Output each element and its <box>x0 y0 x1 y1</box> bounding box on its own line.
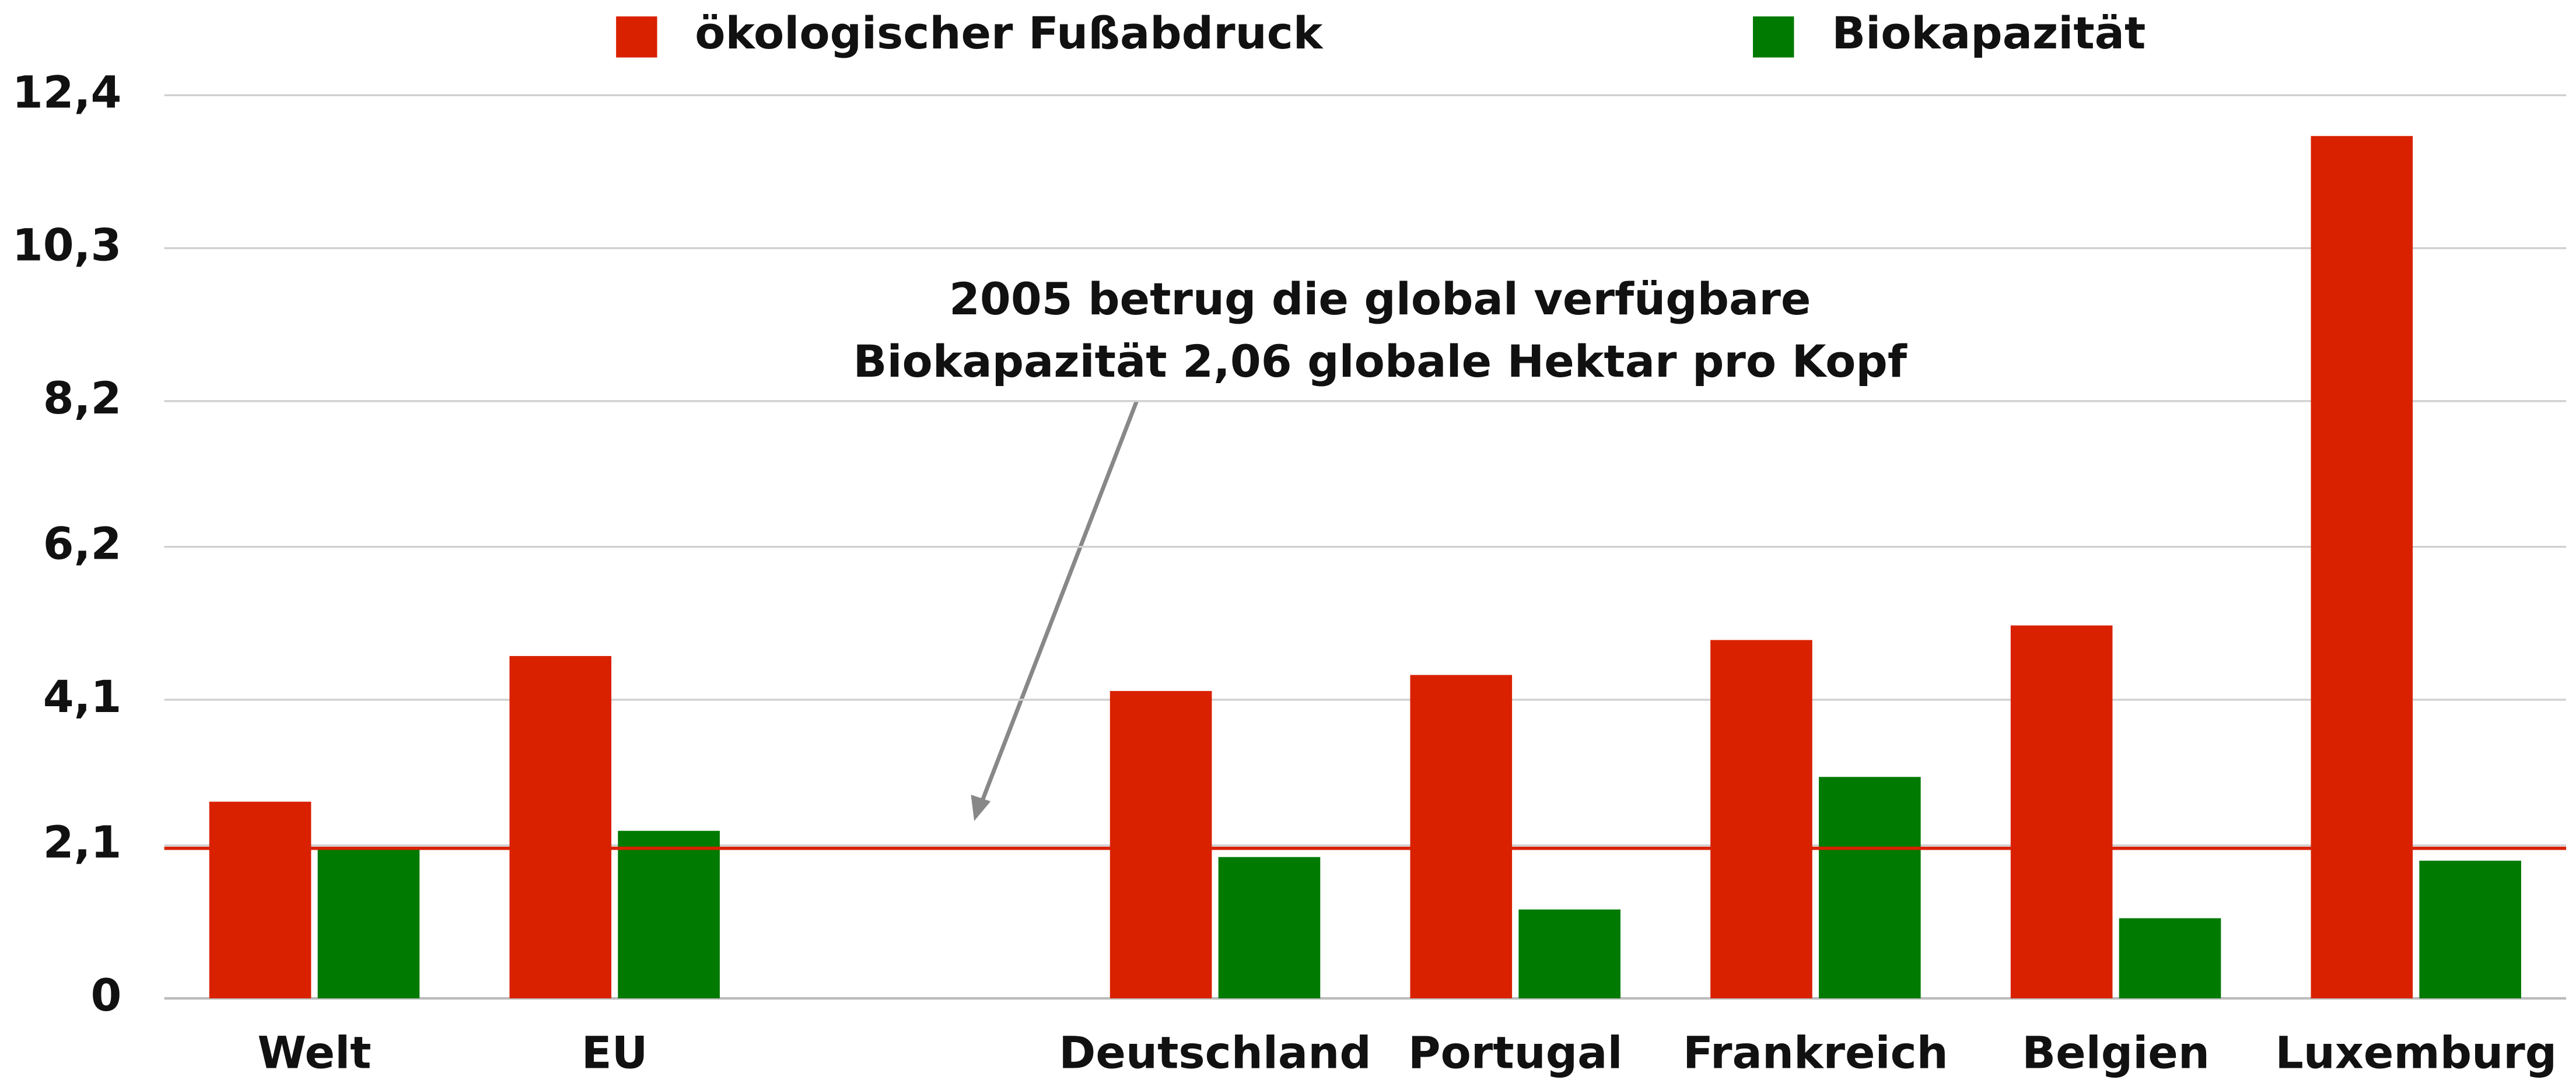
bar <box>509 655 612 998</box>
x-tick-label: Luxemburg <box>2275 1026 2557 1078</box>
annotation: Biokapazität 2,06 globale Hektar pro Kop… <box>853 335 1908 387</box>
x-tick-label: Portugal <box>1408 1026 1623 1078</box>
y-tick-label: 2,1 <box>43 816 122 868</box>
arrow-head <box>971 794 991 821</box>
bar <box>2119 918 2221 998</box>
bar <box>1410 675 1513 998</box>
bar <box>1110 690 1212 998</box>
bar <box>1518 909 1620 998</box>
y-tick-label: 10,3 <box>12 219 122 271</box>
y-tick-label: 12,4 <box>12 66 122 118</box>
annotation-arrow <box>979 399 1139 805</box>
x-tick-label: Frankreich <box>1683 1026 1948 1078</box>
annotation: 2005 betrug die global verfügbare <box>949 273 1811 325</box>
y-tick-label: 0 <box>90 969 121 1021</box>
bar <box>2010 625 2113 998</box>
legend-swatch <box>616 16 657 58</box>
y-tick-label: 8,2 <box>43 372 122 424</box>
bar <box>209 801 312 998</box>
y-tick-label: 6,2 <box>43 518 122 570</box>
legend-label: ökologischer Fußabdruck <box>695 7 1323 59</box>
x-tick-label: Welt <box>257 1026 371 1078</box>
legend-label: Biokapazität <box>1832 7 2146 59</box>
bar <box>618 830 720 998</box>
x-tick-label: EU <box>582 1026 648 1078</box>
bar <box>1819 777 1921 998</box>
x-tick-label: Deutschland <box>1059 1026 1371 1078</box>
bar <box>1710 640 1812 998</box>
bar <box>2311 136 2413 998</box>
bar <box>317 848 420 998</box>
y-tick-label: 4,1 <box>43 671 122 723</box>
x-tick-label: Belgien <box>2022 1026 2210 1078</box>
bar <box>2419 860 2522 998</box>
legend-swatch <box>1753 16 1794 58</box>
bar <box>1218 857 1321 998</box>
